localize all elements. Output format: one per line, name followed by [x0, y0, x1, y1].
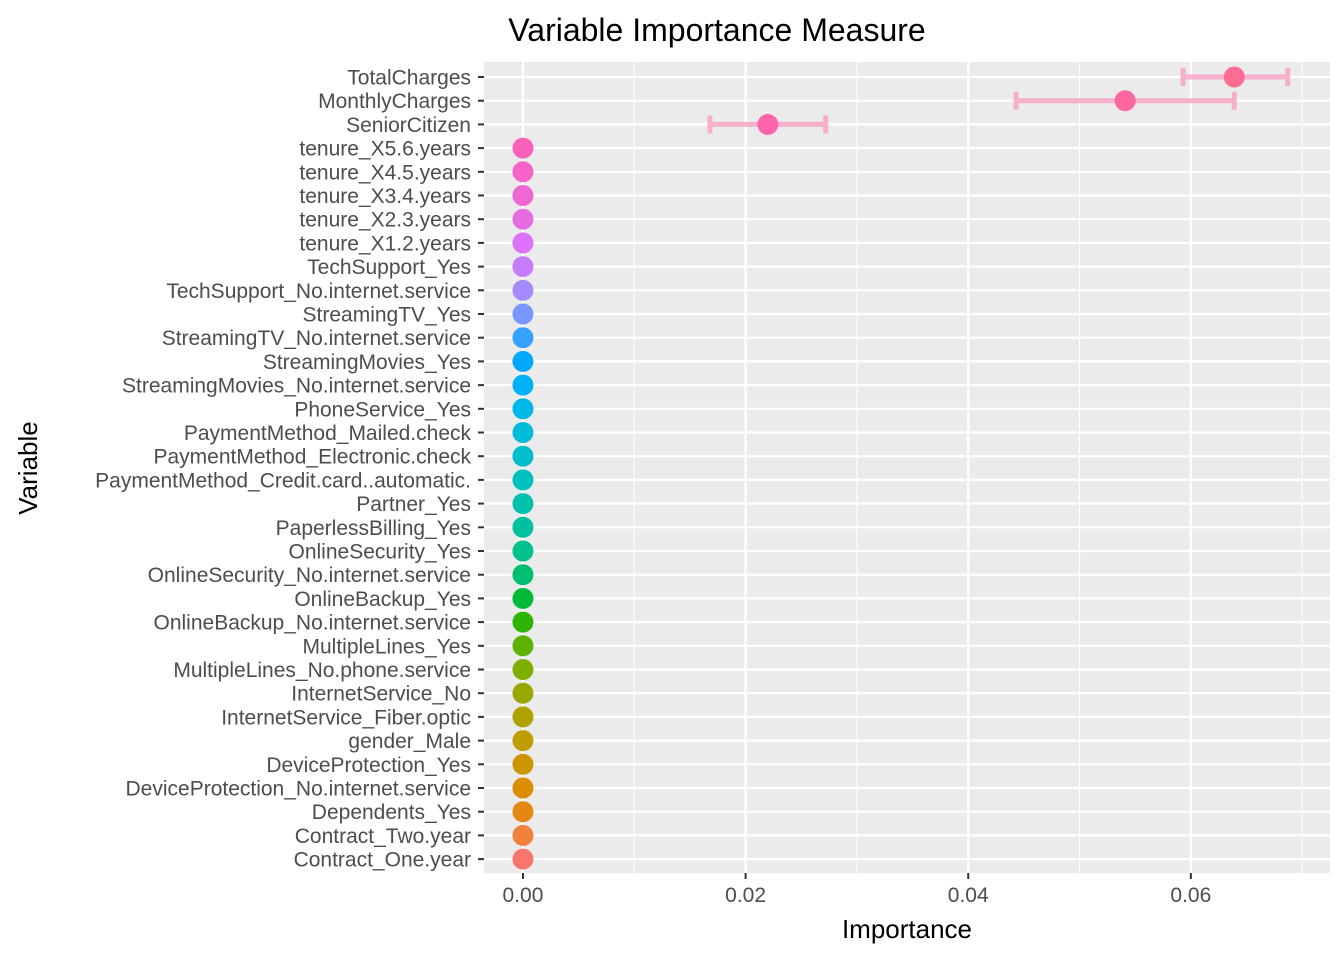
- y-tick-label: tenure_X3.4.years: [299, 185, 471, 208]
- y-tick-label: StreamingTV_No.internet.service: [162, 327, 471, 350]
- y-tick-label: OnlineSecurity_Yes: [289, 541, 472, 564]
- y-tick-label: MonthlyCharges: [318, 90, 471, 113]
- y-tick-label: Dependents_Yes: [312, 801, 471, 824]
- importance-point: [512, 730, 534, 752]
- y-tick-label: SeniorCitizen: [346, 114, 471, 137]
- importance-point: [512, 208, 534, 230]
- y-axis: TotalChargesMonthlyChargesSeniorCitizent…: [95, 67, 484, 872]
- y-tick-label: DeviceProtection_Yes: [266, 754, 471, 777]
- importance-point: [512, 469, 534, 491]
- importance-point: [512, 801, 534, 823]
- y-tick-label: PaymentMethod_Credit.card..automatic.: [95, 469, 471, 492]
- importance-points: [512, 66, 1245, 870]
- y-tick-label: PaymentMethod_Electronic.check: [154, 446, 472, 469]
- importance-point: [512, 185, 534, 206]
- importance-point: [1223, 66, 1245, 88]
- minor-gridlines: [633, 62, 1303, 873]
- importance-point: [512, 445, 534, 467]
- importance-point: [512, 422, 534, 443]
- y-tick-label: OnlineSecurity_No.internet.service: [148, 564, 471, 587]
- y-tick-label: tenure_X4.5.years: [299, 161, 471, 184]
- y-tick-label: InternetService_No: [291, 683, 471, 706]
- y-tick-label: tenure_X5.6.years: [299, 138, 471, 161]
- x-tick-label: 0.06: [1170, 884, 1211, 907]
- chart-title: Variable Importance Measure: [508, 12, 925, 48]
- y-tick-label: PaymentMethod_Mailed.check: [184, 422, 472, 445]
- importance-point: [512, 824, 534, 846]
- importance-point: [512, 374, 534, 396]
- importance-point: [512, 327, 534, 349]
- y-tick-label: TotalCharges: [347, 67, 471, 90]
- y-tick-label: StreamingTV_Yes: [303, 304, 471, 327]
- importance-point: [512, 706, 534, 728]
- y-tick-label: Contract_One.year: [294, 849, 471, 872]
- y-tick-label: Contract_Two.year: [295, 825, 471, 848]
- importance-point: [1114, 90, 1136, 112]
- y-tick-label: MultipleLines_Yes: [302, 635, 471, 658]
- y-tick-label: StreamingMovies_Yes: [263, 351, 471, 374]
- importance-point: [512, 777, 534, 799]
- importance-point: [512, 493, 534, 515]
- y-tick-label: PhoneService_Yes: [294, 398, 471, 421]
- y-tick-label: MultipleLines_No.phone.service: [173, 659, 471, 682]
- importance-point: [512, 398, 534, 420]
- importance-point: [512, 350, 534, 372]
- importance-point: [512, 611, 534, 633]
- importance-point: [757, 113, 779, 135]
- x-axis-title: Importance: [842, 914, 972, 944]
- y-tick-label: StreamingMovies_No.internet.service: [122, 375, 471, 398]
- x-tick-label: 0.00: [503, 884, 544, 907]
- y-tick-label: tenure_X2.3.years: [299, 209, 471, 232]
- y-axis-title: Variable: [13, 421, 43, 514]
- x-tick-label: 0.04: [948, 884, 989, 907]
- x-tick-label: 0.02: [725, 884, 766, 907]
- x-axis: 0.00 0.02 0.04 0.06: [503, 873, 1211, 907]
- y-tick-label: OnlineBackup_Yes: [294, 588, 471, 611]
- major-gridlines: [484, 62, 1330, 873]
- y-tick-label: Partner_Yes: [356, 493, 471, 516]
- importance-point: [512, 635, 534, 657]
- importance-point: [512, 848, 534, 870]
- importance-point: [512, 753, 534, 775]
- importance-point: [512, 659, 534, 680]
- importance-point: [512, 564, 534, 586]
- importance-point: [512, 279, 534, 301]
- importance-point: [512, 256, 534, 278]
- importance-point: [512, 232, 534, 254]
- plot-panel: [484, 62, 1330, 873]
- importance-point: [512, 137, 534, 159]
- y-tick-label: TechSupport_Yes: [307, 256, 471, 279]
- y-tick-label: InternetService_Fiber.optic: [221, 706, 471, 729]
- importance-point: [512, 516, 534, 538]
- y-tick-label: DeviceProtection_No.internet.service: [126, 778, 472, 801]
- y-tick-label: gender_Male: [348, 730, 471, 753]
- importance-point: [512, 161, 534, 183]
- y-tick-label: OnlineBackup_No.internet.service: [153, 612, 471, 635]
- importance-point: [512, 682, 534, 704]
- y-tick-label: TechSupport_No.internet.service: [166, 280, 471, 303]
- y-tick-label: PaperlessBilling_Yes: [276, 517, 471, 540]
- y-tick-label: tenure_X1.2.years: [299, 232, 471, 255]
- importance-point: [512, 540, 534, 562]
- importance-point: [512, 587, 534, 609]
- importance-point: [512, 303, 534, 325]
